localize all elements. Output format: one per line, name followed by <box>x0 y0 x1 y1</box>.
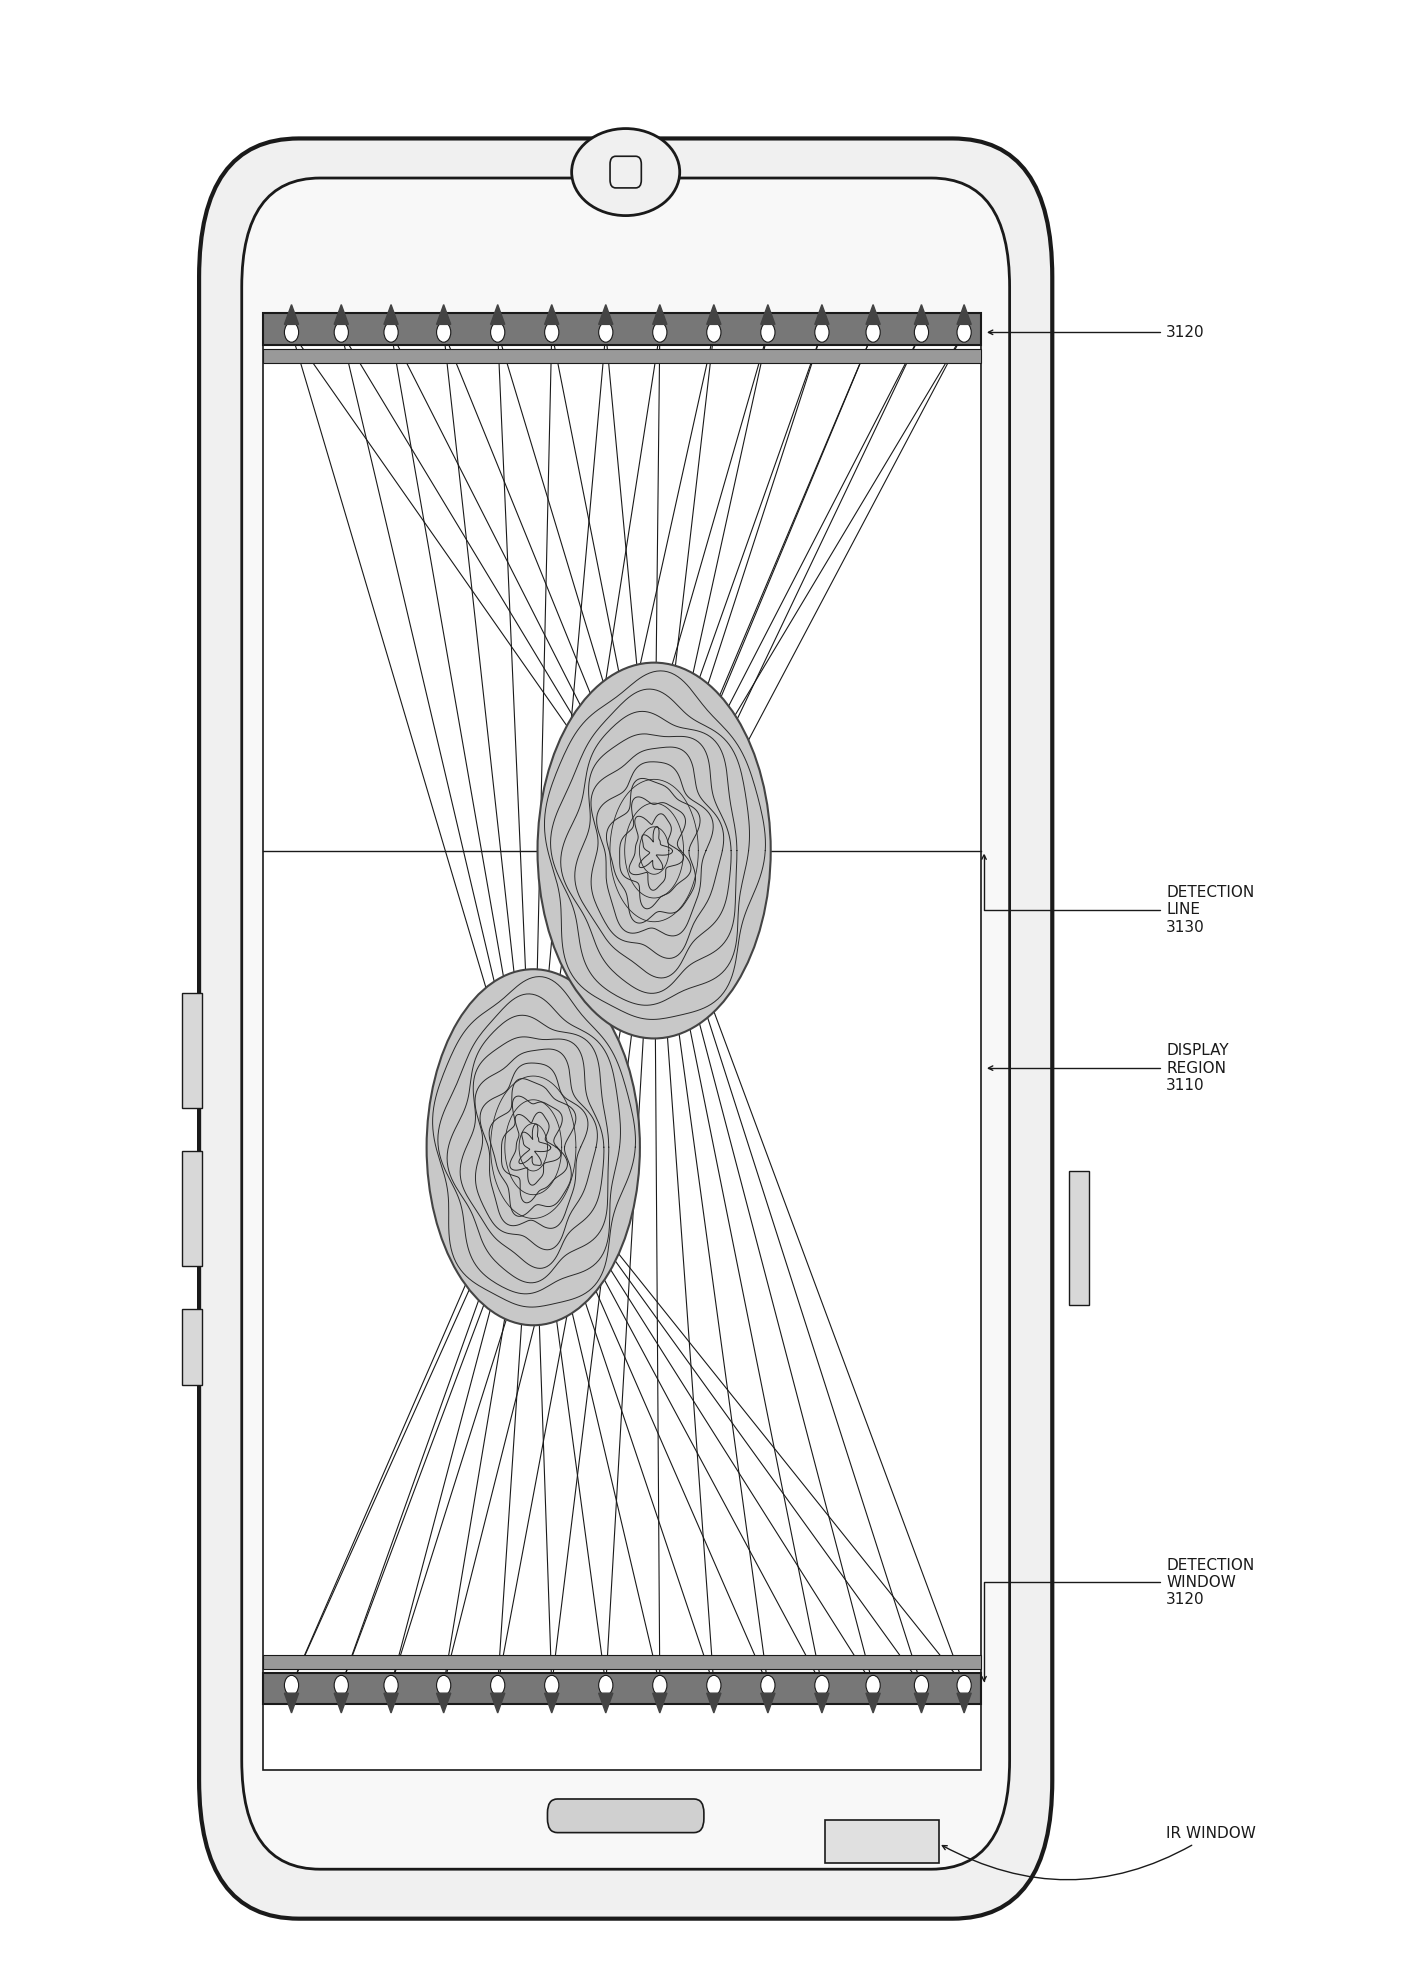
Circle shape <box>914 322 929 342</box>
Polygon shape <box>599 1693 613 1713</box>
Circle shape <box>957 322 971 342</box>
Polygon shape <box>866 1693 880 1713</box>
Circle shape <box>334 322 348 342</box>
Circle shape <box>707 1675 721 1695</box>
Circle shape <box>334 1675 348 1695</box>
Polygon shape <box>437 1693 451 1713</box>
Polygon shape <box>914 1693 929 1713</box>
Circle shape <box>437 1675 451 1695</box>
Polygon shape <box>653 305 667 324</box>
Circle shape <box>866 1675 880 1695</box>
Polygon shape <box>334 1693 348 1713</box>
Text: DETECTION
WINDOW
3120: DETECTION WINDOW 3120 <box>981 1557 1254 1681</box>
Bar <box>263 316 981 1770</box>
FancyBboxPatch shape <box>199 138 1052 1919</box>
Circle shape <box>491 322 505 342</box>
Polygon shape <box>707 305 721 324</box>
Polygon shape <box>957 1693 971 1713</box>
Circle shape <box>653 1675 667 1695</box>
Circle shape <box>914 1675 929 1695</box>
Bar <box>182 993 202 1108</box>
Polygon shape <box>334 305 348 324</box>
Polygon shape <box>914 305 929 324</box>
Bar <box>263 1673 981 1705</box>
Circle shape <box>866 322 880 342</box>
Bar <box>263 313 981 344</box>
Circle shape <box>437 322 451 342</box>
Polygon shape <box>815 305 829 324</box>
Polygon shape <box>384 1693 398 1713</box>
Bar <box>1069 1171 1089 1305</box>
Circle shape <box>815 1675 829 1695</box>
Bar <box>263 348 981 362</box>
Circle shape <box>491 1675 505 1695</box>
Polygon shape <box>545 305 559 324</box>
Polygon shape <box>761 305 775 324</box>
Polygon shape <box>815 1693 829 1713</box>
Circle shape <box>545 1675 559 1695</box>
Circle shape <box>384 1675 398 1695</box>
Circle shape <box>599 1675 613 1695</box>
FancyBboxPatch shape <box>242 178 1010 1869</box>
FancyBboxPatch shape <box>547 1800 704 1832</box>
Circle shape <box>761 322 775 342</box>
Bar <box>263 1656 981 1669</box>
Polygon shape <box>761 1693 775 1713</box>
Circle shape <box>284 1675 299 1695</box>
Circle shape <box>761 1675 775 1695</box>
Polygon shape <box>866 305 880 324</box>
Polygon shape <box>957 305 971 324</box>
Ellipse shape <box>427 969 640 1325</box>
Polygon shape <box>545 1693 559 1713</box>
Polygon shape <box>284 305 299 324</box>
Circle shape <box>284 322 299 342</box>
Circle shape <box>384 322 398 342</box>
Polygon shape <box>437 305 451 324</box>
Polygon shape <box>491 305 505 324</box>
Text: 3120: 3120 <box>988 324 1204 340</box>
Bar <box>825 1820 939 1863</box>
Polygon shape <box>599 305 613 324</box>
Polygon shape <box>284 1693 299 1713</box>
Polygon shape <box>707 1693 721 1713</box>
Polygon shape <box>653 1693 667 1713</box>
Circle shape <box>707 322 721 342</box>
Bar <box>182 1309 202 1385</box>
Circle shape <box>545 322 559 342</box>
Circle shape <box>815 322 829 342</box>
Polygon shape <box>384 305 398 324</box>
Ellipse shape <box>572 129 680 216</box>
Circle shape <box>957 1675 971 1695</box>
Text: IR WINDOW: IR WINDOW <box>943 1826 1256 1879</box>
Text: DETECTION
LINE
3130: DETECTION LINE 3130 <box>981 854 1254 936</box>
Bar <box>182 1151 202 1266</box>
Circle shape <box>653 322 667 342</box>
Text: DISPLAY
REGION
3110: DISPLAY REGION 3110 <box>988 1042 1229 1094</box>
Polygon shape <box>491 1693 505 1713</box>
Ellipse shape <box>538 663 771 1038</box>
Circle shape <box>599 322 613 342</box>
FancyBboxPatch shape <box>610 156 641 188</box>
